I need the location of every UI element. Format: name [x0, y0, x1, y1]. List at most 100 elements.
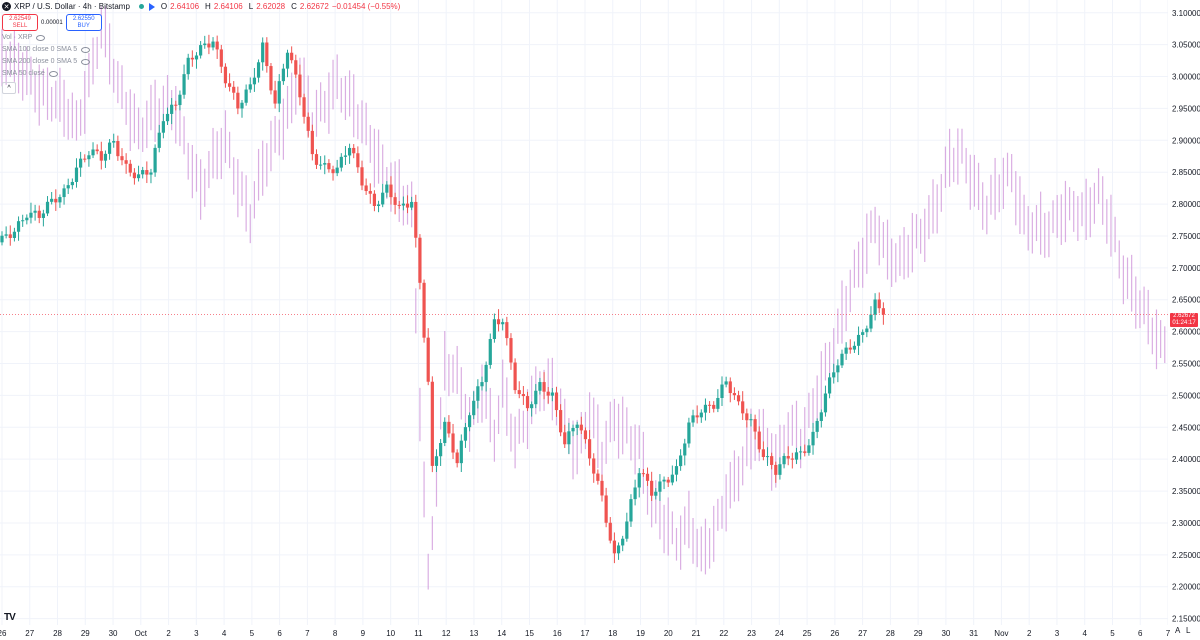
log-scale-button[interactable]: L [1186, 626, 1191, 635]
candle [281, 63, 285, 85]
auto-scale-button[interactable]: A [1175, 626, 1181, 635]
sell-button[interactable]: 2.62549 SELL [2, 14, 38, 31]
x-tick-label: 4 [222, 629, 227, 638]
x-tick-label: 11 [414, 629, 423, 638]
x-tick-label: 18 [608, 629, 617, 638]
flag-icon[interactable] [148, 2, 155, 11]
y-tick-label: 2.60000 [1172, 328, 1200, 337]
eye-icon[interactable] [81, 58, 91, 65]
indicator-sma50[interactable]: SMA 50 close [2, 70, 58, 77]
candle [70, 178, 74, 190]
candle [587, 430, 592, 466]
candle [563, 424, 567, 449]
collapse-legend-button[interactable]: ^ [2, 82, 16, 94]
candle [186, 53, 190, 80]
candle [703, 398, 708, 421]
x-tick-label: 31 [969, 629, 978, 638]
candle [815, 418, 819, 439]
candle [182, 64, 186, 99]
x-tick-label: 5 [250, 629, 255, 638]
candle [827, 373, 832, 399]
candle [306, 112, 310, 138]
candle [223, 63, 228, 88]
sell-price: 2.62549 [9, 15, 31, 22]
candle [45, 196, 50, 217]
buy-button[interactable]: 2.62550 BUY [65, 14, 102, 31]
candle [629, 494, 633, 527]
x-tick-label: 4 [1082, 629, 1087, 638]
candle [732, 387, 737, 400]
candle [107, 139, 112, 160]
candle [120, 148, 124, 166]
x-tick-label: 30 [109, 629, 118, 638]
candle [604, 487, 608, 528]
time-axis[interactable]: 2627282930Oct234567891011121314151617181… [0, 629, 1171, 638]
x-tick-label: 6 [277, 629, 282, 638]
x-tick-label: 21 [692, 629, 701, 638]
candle [161, 113, 165, 139]
candle [761, 441, 765, 461]
candle [467, 412, 472, 432]
candle [16, 216, 21, 241]
candle [770, 452, 774, 470]
candle [244, 84, 248, 106]
candle [112, 133, 116, 148]
candle [252, 67, 257, 92]
x-tick-label: 6 [1138, 629, 1143, 638]
candle [74, 158, 79, 188]
candle [190, 50, 194, 67]
candle [232, 81, 236, 100]
market-status-icon[interactable] [138, 4, 144, 9]
x-tick-label: 7 [1166, 629, 1171, 638]
y-tick-label: 2.85000 [1172, 168, 1200, 177]
indicator-sma200[interactable]: SMA 200 close 0 SMA 5 [2, 58, 91, 65]
candle [439, 438, 443, 466]
indicator-volume[interactable]: Vol · XRP [2, 34, 46, 41]
candle [819, 409, 823, 428]
x-tick-label: 30 [941, 629, 950, 638]
tradingview-logo[interactable]: TV [4, 612, 16, 623]
candle [521, 385, 525, 405]
candle [811, 422, 815, 455]
candle [294, 54, 298, 78]
open-label: O [160, 2, 168, 11]
y-tick-label: 2.55000 [1172, 360, 1200, 369]
x-tick-label: 2 [1027, 629, 1032, 638]
candle [199, 41, 203, 59]
eye-icon[interactable] [36, 34, 46, 41]
x-tick-label: 8 [333, 629, 338, 638]
candle [803, 444, 807, 457]
indicator-label: SMA 100 close 0 SMA 5 [2, 46, 78, 53]
candle [136, 165, 141, 182]
candle [509, 333, 513, 370]
y-tick-label: 3.00000 [1172, 73, 1200, 82]
candle [571, 424, 575, 437]
x-tick-label: 15 [525, 629, 534, 638]
candle [832, 363, 836, 384]
candle [443, 417, 447, 447]
candle [728, 377, 732, 403]
change-value: −0.01454 (−0.55%) [331, 2, 401, 11]
candle [774, 461, 778, 483]
candlesticks [0, 34, 885, 564]
indicator-sma100[interactable]: SMA 100 close 0 SMA 5 [2, 46, 91, 53]
candle [807, 439, 811, 456]
eye-icon[interactable] [48, 70, 58, 77]
candle [534, 384, 538, 409]
candle [364, 178, 368, 195]
symbol-title[interactable]: XRP / U.S. Dollar · 4h · Bitstamp [14, 2, 130, 11]
candle [716, 389, 720, 413]
buy-price: 2.62550 [72, 15, 95, 22]
x-tick-label: 22 [719, 629, 728, 638]
candle [236, 86, 240, 115]
candle [265, 37, 269, 73]
candle [410, 196, 414, 211]
eye-icon[interactable] [81, 46, 91, 53]
candle [37, 205, 41, 224]
candle [248, 77, 252, 93]
candle [600, 474, 604, 502]
candle [633, 479, 637, 506]
candle [215, 35, 219, 59]
y-tick-label: 2.95000 [1172, 104, 1200, 113]
